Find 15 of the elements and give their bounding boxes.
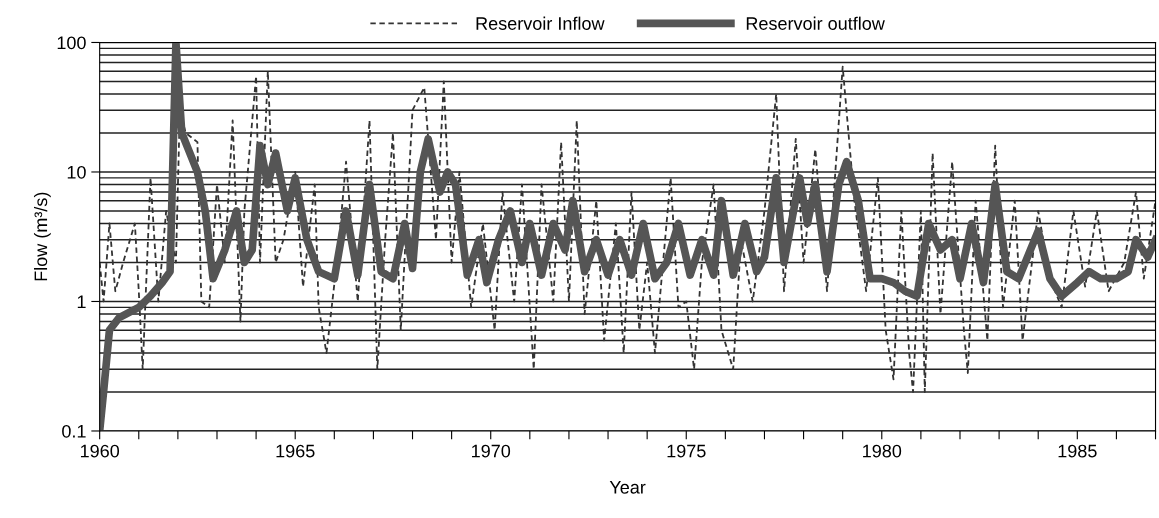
x-axis-title: Year: [609, 481, 646, 494]
x-tick-label: 1960: [80, 444, 120, 458]
x-tick-label: 1975: [667, 444, 706, 458]
x-tick-label: 1970: [472, 444, 511, 458]
legend-label: Reservoir Inflow: [476, 16, 605, 30]
x-tick-label: 1985: [1058, 444, 1097, 458]
y-tick-label: 1: [77, 295, 86, 309]
x-tick-label: 1965: [276, 444, 315, 458]
y-axis-title: Flow (m³/s): [33, 192, 51, 281]
legend-label: Reservoir outflow: [746, 16, 885, 30]
y-tick-label: 100: [57, 36, 86, 50]
x-tick-label: 1980: [863, 444, 902, 458]
line-series: [99, 65, 1156, 393]
y-tick-label: 0.1: [62, 424, 86, 438]
y-tick-label: 10: [67, 165, 86, 179]
